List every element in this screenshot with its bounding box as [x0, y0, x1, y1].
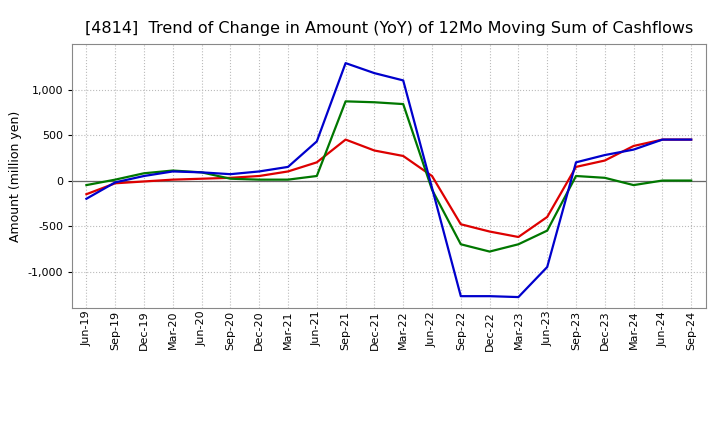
- Free Cashflow: [658, 137, 667, 142]
- Operating Cashflow: [687, 137, 696, 142]
- Free Cashflow: [514, 294, 523, 300]
- Operating Cashflow: [197, 176, 206, 181]
- Operating Cashflow: [600, 158, 609, 163]
- Y-axis label: Amount (million yen): Amount (million yen): [9, 110, 22, 242]
- Investing Cashflow: [543, 228, 552, 233]
- Free Cashflow: [399, 78, 408, 83]
- Investing Cashflow: [687, 178, 696, 183]
- Free Cashflow: [168, 169, 177, 174]
- Free Cashflow: [111, 180, 120, 185]
- Operating Cashflow: [284, 169, 292, 174]
- Free Cashflow: [485, 293, 494, 299]
- Free Cashflow: [140, 173, 148, 179]
- Operating Cashflow: [341, 137, 350, 142]
- Free Cashflow: [572, 160, 580, 165]
- Investing Cashflow: [197, 170, 206, 175]
- Operating Cashflow: [399, 153, 408, 158]
- Free Cashflow: [370, 70, 379, 76]
- Free Cashflow: [687, 137, 696, 142]
- Operating Cashflow: [456, 222, 465, 227]
- Investing Cashflow: [341, 99, 350, 104]
- Free Cashflow: [82, 196, 91, 202]
- Investing Cashflow: [428, 187, 436, 192]
- Investing Cashflow: [572, 173, 580, 179]
- Operating Cashflow: [168, 177, 177, 182]
- Investing Cashflow: [658, 178, 667, 183]
- Operating Cashflow: [514, 235, 523, 240]
- Free Cashflow: [629, 147, 638, 152]
- Free Cashflow: [428, 185, 436, 191]
- Operating Cashflow: [255, 173, 264, 179]
- Free Cashflow: [456, 293, 465, 299]
- Operating Cashflow: [82, 191, 91, 197]
- Line: Operating Cashflow: Operating Cashflow: [86, 139, 691, 237]
- Operating Cashflow: [572, 164, 580, 169]
- Free Cashflow: [600, 152, 609, 158]
- Investing Cashflow: [111, 177, 120, 182]
- Operating Cashflow: [658, 137, 667, 142]
- Free Cashflow: [255, 169, 264, 174]
- Investing Cashflow: [255, 177, 264, 182]
- Operating Cashflow: [370, 148, 379, 153]
- Investing Cashflow: [82, 183, 91, 188]
- Investing Cashflow: [485, 249, 494, 254]
- Line: Investing Cashflow: Investing Cashflow: [86, 101, 691, 252]
- Investing Cashflow: [629, 183, 638, 188]
- Operating Cashflow: [140, 179, 148, 184]
- Investing Cashflow: [284, 177, 292, 182]
- Investing Cashflow: [226, 176, 235, 181]
- Investing Cashflow: [168, 168, 177, 173]
- Free Cashflow: [197, 170, 206, 175]
- Operating Cashflow: [543, 214, 552, 220]
- Investing Cashflow: [600, 175, 609, 180]
- Free Cashflow: [226, 172, 235, 177]
- Investing Cashflow: [140, 171, 148, 176]
- Operating Cashflow: [312, 160, 321, 165]
- Investing Cashflow: [312, 173, 321, 179]
- Investing Cashflow: [399, 102, 408, 107]
- Operating Cashflow: [226, 175, 235, 180]
- Free Cashflow: [341, 60, 350, 66]
- Operating Cashflow: [485, 229, 494, 234]
- Operating Cashflow: [111, 181, 120, 186]
- Investing Cashflow: [456, 242, 465, 247]
- Title: [4814]  Trend of Change in Amount (YoY) of 12Mo Moving Sum of Cashflows: [4814] Trend of Change in Amount (YoY) o…: [85, 21, 693, 36]
- Line: Free Cashflow: Free Cashflow: [86, 63, 691, 297]
- Free Cashflow: [284, 164, 292, 169]
- Operating Cashflow: [428, 173, 436, 179]
- Investing Cashflow: [514, 242, 523, 247]
- Operating Cashflow: [629, 143, 638, 149]
- Investing Cashflow: [370, 99, 379, 105]
- Free Cashflow: [312, 139, 321, 144]
- Free Cashflow: [543, 264, 552, 270]
